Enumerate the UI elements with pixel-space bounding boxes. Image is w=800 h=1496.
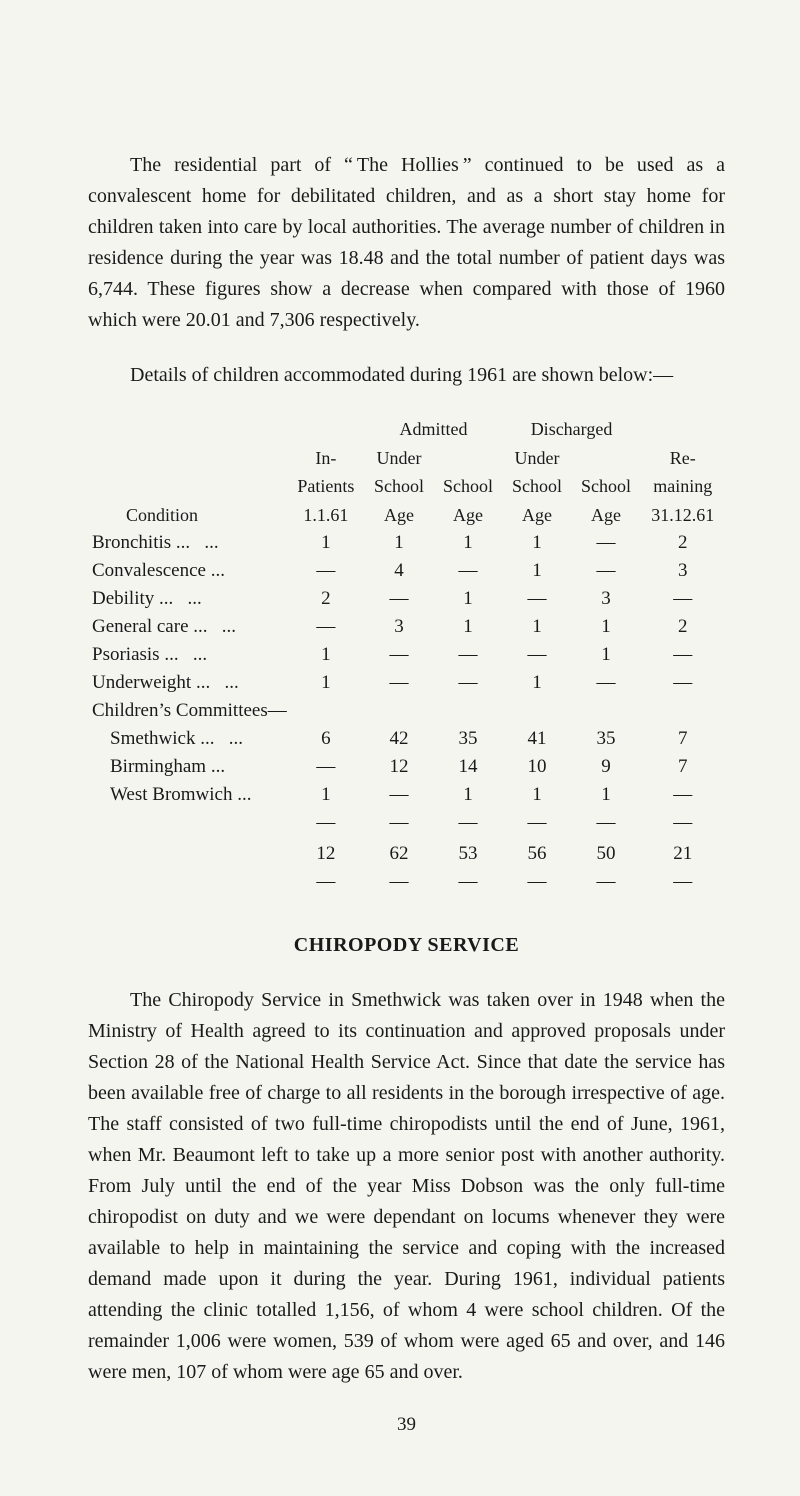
hdr-dis-school-2: Age — [572, 501, 641, 530]
table-cell: — — [503, 585, 572, 613]
table-cell: — — [365, 585, 434, 613]
table-cell: 1 — [287, 529, 364, 557]
table-cell: 6 — [287, 725, 364, 753]
table-cell: 1 — [434, 529, 503, 557]
table-cell: 10 — [503, 753, 572, 781]
table-cell: — — [641, 641, 725, 669]
table-cell: 1 — [503, 557, 572, 585]
table-cell: — — [641, 585, 725, 613]
hdr-dis-under-3: Age — [503, 501, 572, 530]
table-row-condition: Debility — [88, 585, 287, 613]
table-cell: 1 — [572, 613, 641, 641]
table-cell: — — [572, 557, 641, 585]
table-row-condition: West Bromwich — [88, 781, 287, 809]
table-cell: — — [434, 669, 503, 697]
table-cell: 1 — [572, 641, 641, 669]
table-cell: — — [641, 669, 725, 697]
table-cell: — — [287, 613, 364, 641]
hdr-remaining-1: Re- — [641, 444, 725, 473]
table-cell: — — [572, 669, 641, 697]
table-cell: — — [287, 557, 364, 585]
accommodation-table: Admitted Discharged In- Under Under Re- … — [88, 415, 725, 896]
table-cell: 2 — [287, 585, 364, 613]
hdr-adm-school-1: School — [434, 472, 503, 501]
table-cell: 35 — [572, 725, 641, 753]
total-dis-under: 56 — [503, 837, 572, 868]
hdr-remaining-2: maining — [641, 472, 725, 501]
table-row-condition: Smethwick — [88, 725, 287, 753]
table-cell: 1 — [503, 613, 572, 641]
table-cell: 1 — [434, 585, 503, 613]
table-row-condition: Birmingham — [88, 753, 287, 781]
total-adm-school: 53 — [434, 837, 503, 868]
table-cell: 1 — [503, 669, 572, 697]
table-cell: — — [287, 753, 364, 781]
table-cell: 1 — [434, 613, 503, 641]
table-cell: 7 — [641, 753, 725, 781]
paragraph-1: The residential part of “ The Hollies ” … — [88, 150, 725, 336]
table-row-condition: Bronchitis — [88, 529, 287, 557]
hdr-dis-under-1: Under — [503, 444, 572, 473]
hdr-dis-school-1: School — [572, 472, 641, 501]
hdr-condition: Condition — [88, 501, 287, 530]
table-cell: 3 — [365, 613, 434, 641]
hdr-adm-under-1: Under — [365, 444, 434, 473]
table-cell: 7 — [641, 725, 725, 753]
table-cell: 1 — [572, 781, 641, 809]
table-cell: — — [434, 641, 503, 669]
hdr-adm-under-2: School — [365, 472, 434, 501]
hdr-adm-school-2: Age — [434, 501, 503, 530]
table-cell: — — [365, 781, 434, 809]
hdr-inpatients-2: Patients — [287, 472, 364, 501]
table-cell: 1 — [287, 641, 364, 669]
table-cell: 2 — [641, 613, 725, 641]
total-inpatients: 12 — [287, 837, 364, 868]
table-cell: 1 — [287, 781, 364, 809]
col-group-admitted: Admitted — [365, 415, 503, 444]
table-cell: 1 — [287, 669, 364, 697]
total-dis-school: 50 — [572, 837, 641, 868]
col-group-discharged: Discharged — [503, 415, 641, 444]
hdr-remaining-3: 31.12.61 — [641, 501, 725, 530]
paragraph-2: Details of children accommodated during … — [88, 360, 725, 391]
hdr-inpatients-1: In- — [287, 444, 364, 473]
table-cell: — — [365, 641, 434, 669]
table-cell: — — [572, 529, 641, 557]
table-cell: 2 — [641, 529, 725, 557]
table-cell: — — [434, 557, 503, 585]
table-cell: 42 — [365, 725, 434, 753]
table-row-condition: General care — [88, 613, 287, 641]
table-cell: 4 — [365, 557, 434, 585]
table-cell: 3 — [572, 585, 641, 613]
table-cell: 1 — [434, 781, 503, 809]
table-cell: 35 — [434, 725, 503, 753]
hdr-inpatients-3: 1.1.61 — [287, 501, 364, 530]
section-heading-chiropody: CHIROPODY SERVICE — [88, 934, 725, 957]
table-cell: 1 — [503, 529, 572, 557]
document-page: The residential part of “ The Hollies ” … — [0, 0, 800, 1496]
table-cell: 3 — [641, 557, 725, 585]
table-cell: — — [641, 781, 725, 809]
table-cell: — — [365, 669, 434, 697]
paragraph-2-text: Details of children accommodated during … — [130, 364, 673, 386]
total-remaining: 21 — [641, 837, 725, 868]
table-cell: 14 — [434, 753, 503, 781]
table-cell: 9 — [572, 753, 641, 781]
table-cell: 1 — [503, 781, 572, 809]
total-adm-under: 62 — [365, 837, 434, 868]
hdr-adm-under-3: Age — [365, 501, 434, 530]
table-cell: 41 — [503, 725, 572, 753]
table-cell: — — [503, 641, 572, 669]
table-row-condition: Convalescence — [88, 557, 287, 585]
page-number: 39 — [88, 1414, 725, 1436]
table-cell: 1 — [365, 529, 434, 557]
hdr-dis-under-2: School — [503, 472, 572, 501]
table-cell: 12 — [365, 753, 434, 781]
paragraph-1-text: The residential part of “ The Hollies ” … — [88, 154, 725, 331]
paragraph-3-text: The Chiropody Service in Smethwick was t… — [88, 989, 725, 1383]
subheading-children-committees: Children’s Committees— — [88, 697, 725, 725]
table-row-condition: Underweight — [88, 669, 287, 697]
paragraph-3: The Chiropody Service in Smethwick was t… — [88, 985, 725, 1388]
table-row-condition: Psoriasis — [88, 641, 287, 669]
